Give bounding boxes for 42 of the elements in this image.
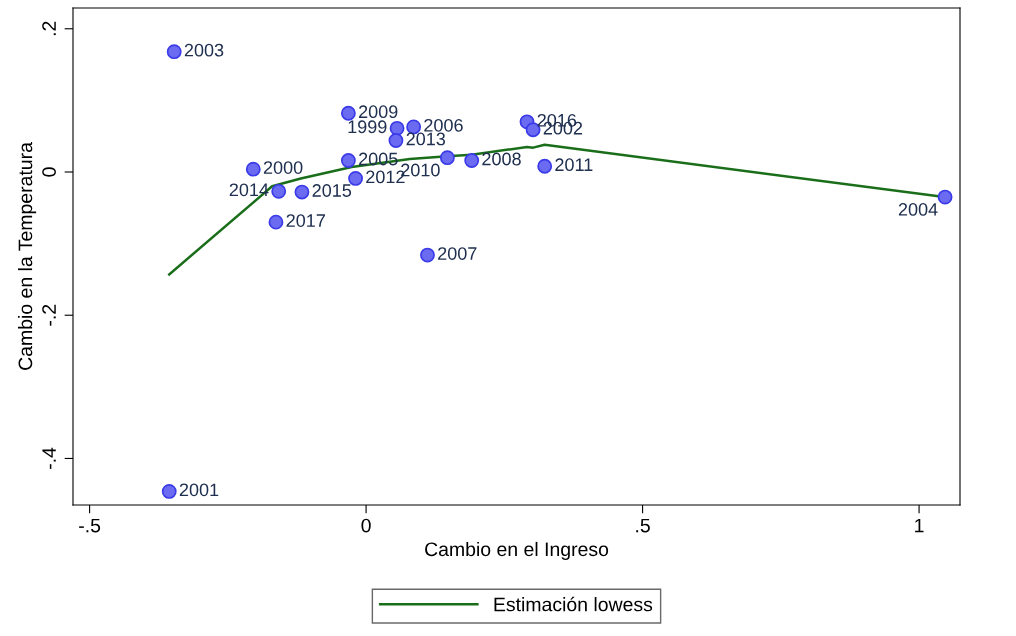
y-axis-title: Cambio en la Temperatura: [18, 142, 37, 370]
point: [268, 214, 284, 230]
annotation: 2015: [312, 184, 352, 197]
annotation: 2004: [898, 203, 938, 216]
point: [340, 105, 356, 121]
annotation: 2009: [359, 105, 398, 119]
point: [389, 120, 405, 136]
annotation: 2014: [229, 183, 269, 197]
annotation: 2005: [359, 152, 398, 166]
x-tick-label: 1: [915, 518, 924, 533]
point: [245, 161, 261, 177]
annotation: 2007: [438, 247, 477, 260]
y-tick-label: -.2: [42, 304, 56, 326]
annotation: 2003: [184, 43, 224, 57]
text: Estimación lowess: [494, 596, 653, 612]
x-axis-title: Cambio en el Ingreso: [425, 541, 609, 560]
point: [348, 171, 364, 186]
annotation: 2011: [555, 158, 593, 172]
annotation: 1999: [348, 120, 387, 134]
x-tick-label: 0: [361, 518, 371, 533]
y-tick-label: 0: [42, 167, 56, 177]
y-tick-label: -.4: [42, 447, 56, 469]
annotation: 2000: [263, 161, 303, 174]
point: [161, 483, 177, 499]
annotation: 2001: [179, 483, 219, 497]
x-tick-label: -.5: [79, 518, 101, 533]
point: [166, 44, 182, 60]
annotation: 2017: [286, 214, 325, 227]
annotation: 2013: [406, 132, 446, 146]
annotation: 2008: [482, 152, 521, 166]
point: [340, 153, 356, 168]
x-tick-label: .5: [636, 518, 650, 533]
point: [937, 189, 953, 205]
y-tick-label: .2: [42, 21, 56, 36]
point: [388, 133, 404, 148]
annotation: 2006: [424, 118, 463, 132]
point: [464, 153, 480, 168]
point: [271, 183, 287, 199]
point: [294, 184, 310, 200]
point: [439, 150, 455, 166]
point: [420, 247, 435, 263]
point: [537, 158, 553, 174]
